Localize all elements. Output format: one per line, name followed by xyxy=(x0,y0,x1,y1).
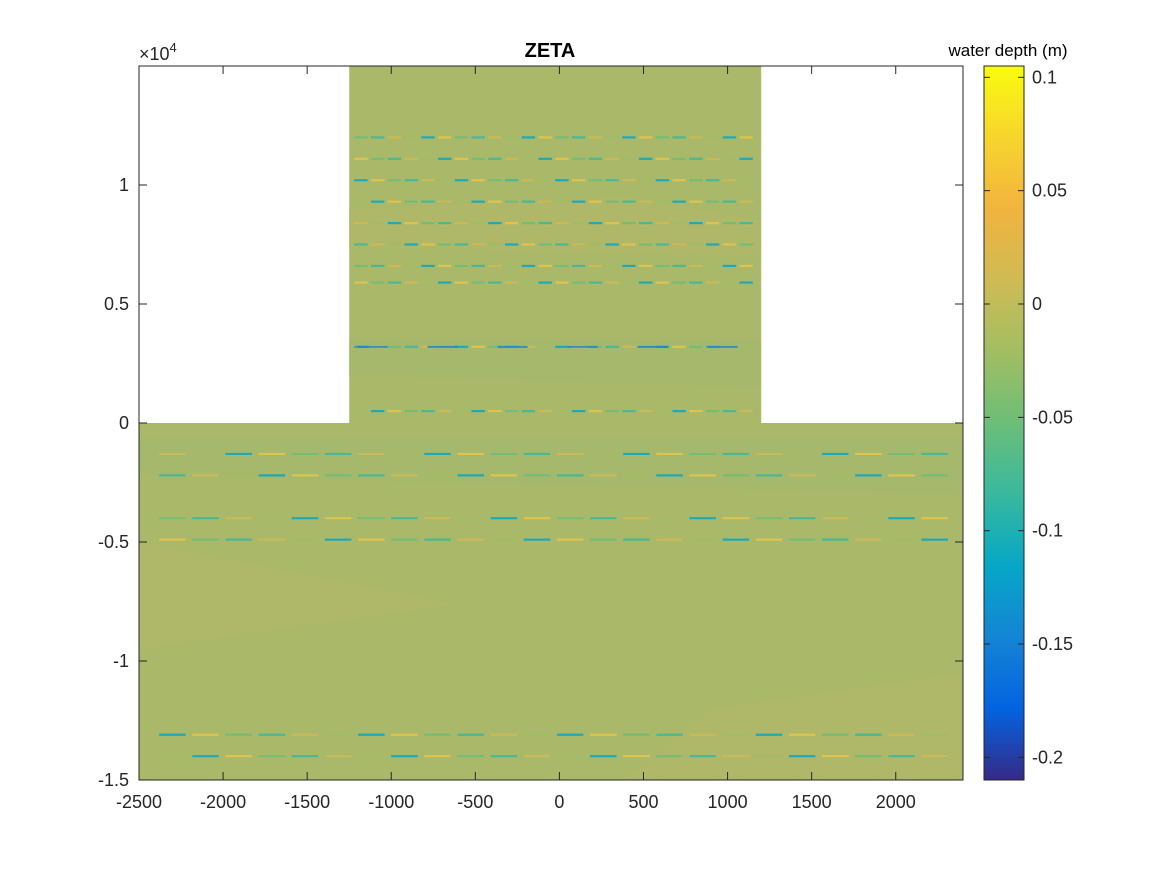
x-tick-label: -1500 xyxy=(284,792,330,812)
y-exponent-base: ×10 xyxy=(139,44,170,64)
colorbar-gradient xyxy=(983,65,1025,781)
x-tick-label: -2000 xyxy=(200,792,246,812)
y-tick-label: -1 xyxy=(113,651,129,671)
y-tick-label: -0.5 xyxy=(98,532,129,552)
field-shade-1 xyxy=(626,672,963,780)
colorbar-tick-label: 0.1 xyxy=(1032,67,1057,87)
x-axis-ticks: -2500 -2000 -1500 -1000 -500 0 500 1000 1500 2000 xyxy=(116,66,916,812)
zeta-field xyxy=(139,66,963,780)
field-shade-2 xyxy=(139,437,963,495)
x-tick-label: -500 xyxy=(457,792,493,812)
x-tick-label: -2500 xyxy=(116,792,162,812)
y-tick-label: 1 xyxy=(119,175,129,195)
y-axis-ticks: -1.5 -1 -0.5 0 0.5 1 xyxy=(98,175,963,790)
x-tick-label: -1000 xyxy=(368,792,414,812)
x-tick-label: 2000 xyxy=(876,792,916,812)
colorbar-title: water depth (m) xyxy=(947,41,1067,60)
colorbar-tick-label: -0.05 xyxy=(1032,407,1073,427)
x-tick-label: 0 xyxy=(554,792,564,812)
x-tick-label: 1000 xyxy=(708,792,748,812)
y-tick-label: 0.5 xyxy=(104,294,129,314)
field-shade-0 xyxy=(139,542,459,650)
y-tick-label: 0 xyxy=(119,413,129,433)
field-shade-3 xyxy=(349,339,762,388)
colorbar: 0.1 0.05 0 -0.05 -0.1 -0.15 -0.2 water depth (… xyxy=(947,41,1073,781)
colorbar-ticks: 0.1 0.05 0 -0.05 -0.1 -0.15 -0.2 xyxy=(984,67,1073,767)
x-tick-label: 1500 xyxy=(792,792,832,812)
colorbar-tick-label: -0.2 xyxy=(1032,747,1063,767)
colorbar-tick-label: 0 xyxy=(1032,294,1042,314)
field-shade-4 xyxy=(349,196,762,257)
colorbar-tick-label: -0.1 xyxy=(1032,521,1063,541)
y-exponent-label: ×104 xyxy=(139,40,177,64)
chart-title: ZETA xyxy=(525,40,576,62)
colorbar-tick-label: -0.15 xyxy=(1032,634,1073,654)
y-exponent-power: 4 xyxy=(170,40,177,55)
main-axes: -2500 -2000 -1500 -1000 -500 0 500 1000 1500 2000… xyxy=(98,40,964,812)
x-tick-label: 500 xyxy=(628,792,658,812)
y-tick-label: -1.5 xyxy=(98,770,129,790)
colorbar-tick-label: 0.05 xyxy=(1032,181,1067,201)
